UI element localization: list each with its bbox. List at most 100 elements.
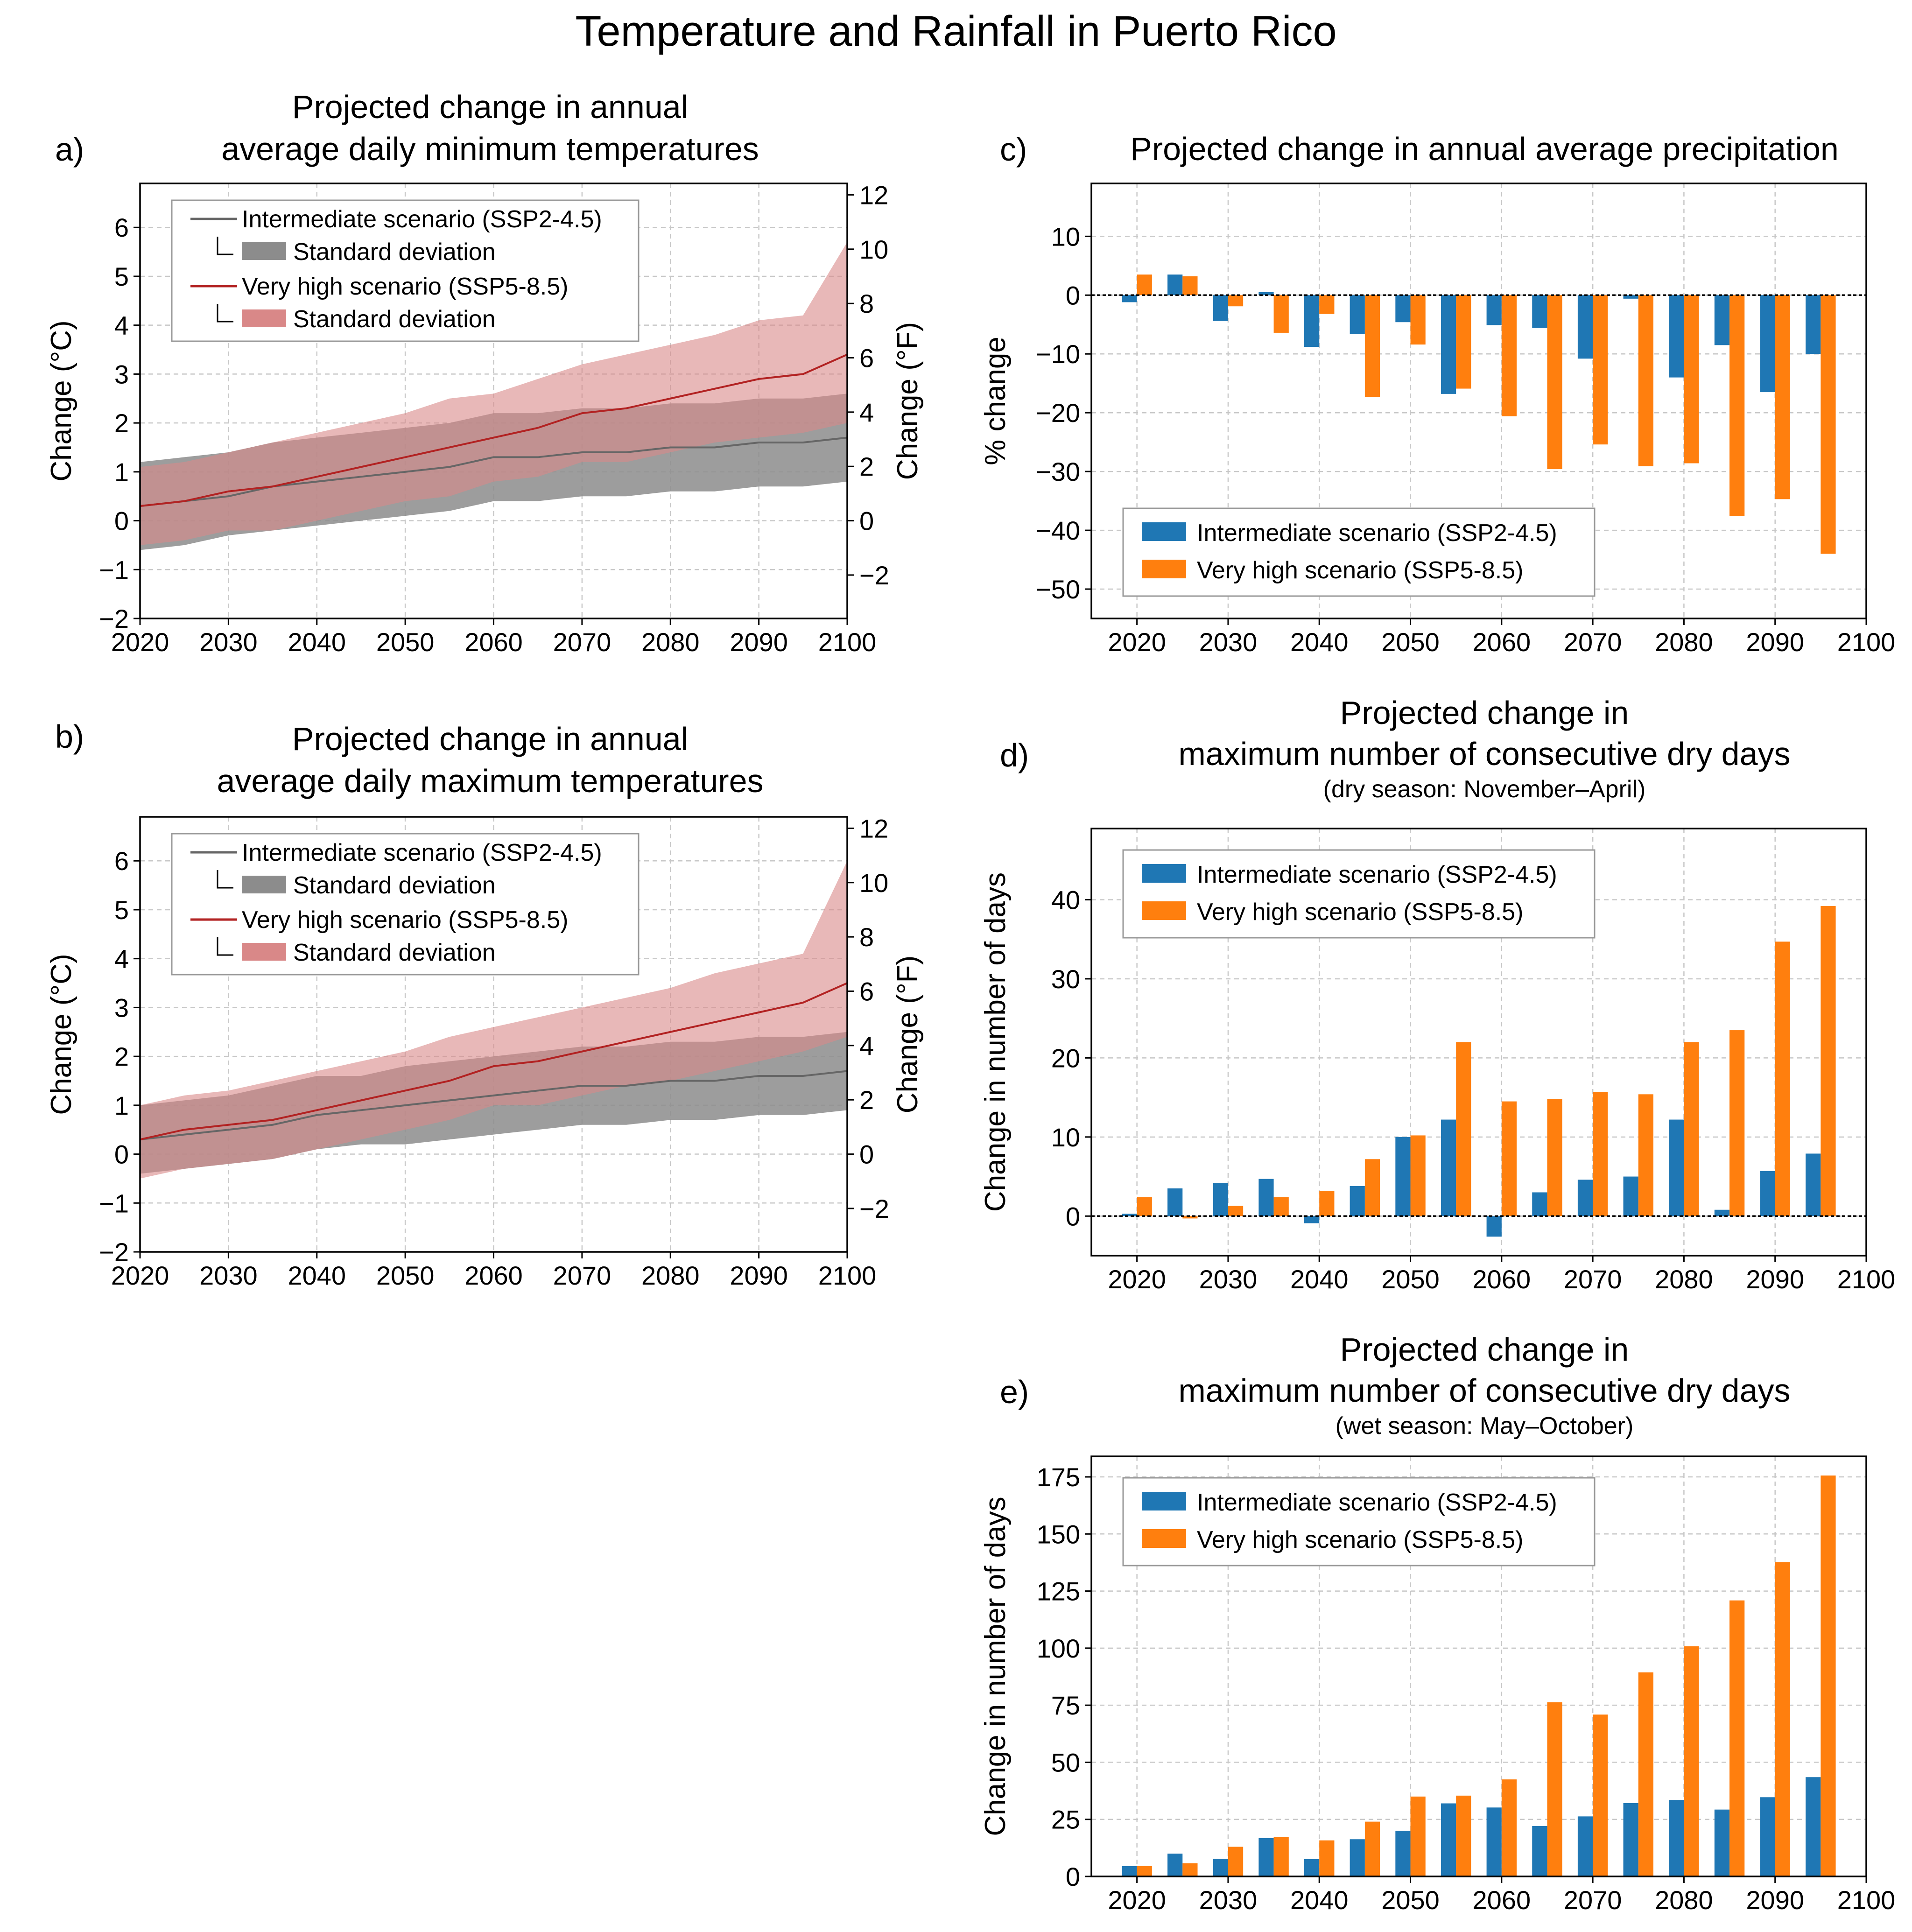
x-tick-label-2060: 2060 [1473,1885,1531,1915]
bar-1-2075 [1638,1094,1653,1216]
bar-0-2020 [1122,1214,1137,1216]
bar-0-2035 [1258,1179,1274,1216]
x-tick-label-2070: 2070 [1564,627,1622,657]
y-tick-label-1: 1 [114,457,129,487]
series-1-std-band [140,242,847,545]
chart-e-frame [1090,1455,1867,1877]
legend-patch-1 [1142,560,1186,578]
legend-patch-0 [1142,522,1186,541]
bar-0-2090 [1760,1797,1775,1876]
bar-1-2080 [1684,1646,1699,1876]
x-tick-label-2040: 2040 [1290,1885,1349,1915]
legend-patch-1 [1142,1529,1186,1548]
x-tick-label-2080: 2080 [1655,627,1713,657]
x-tick-label-2050: 2050 [1381,1885,1440,1915]
y-right-tick-label-8: 8 [859,289,874,318]
y-tick-label--1: −1 [99,1188,129,1218]
y-tick-label-5: 5 [114,262,129,291]
y-right-tick-label-4: 4 [859,398,874,427]
panel-a-label: a) [55,131,84,168]
x-tick-label-2040: 2040 [1290,1265,1349,1294]
bar-1-2070 [1593,295,1608,445]
bar-0-2060 [1486,1216,1502,1237]
y-right-tick-label-8: 8 [859,922,874,952]
legend-patch-1 [1142,901,1186,920]
bar-1-2075 [1638,1672,1653,1876]
bar-0-2080 [1669,1119,1684,1216]
legend-label-0: Intermediate scenario (SSP2-4.5) [242,206,602,233]
legend-patch-1 [242,876,286,893]
legend-label-1: Very high scenario (SSP5-8.5) [1197,899,1523,926]
legend-label-0: Intermediate scenario (SSP2-4.5) [1197,861,1557,888]
y-right-tick-label-0: 0 [859,506,874,536]
bar-0-2095 [1806,1153,1821,1216]
bar-1-2090 [1775,941,1790,1216]
legend-label-0: Intermediate scenario (SSP2-4.5) [242,839,602,866]
x-tick-label-2050: 2050 [376,1261,435,1290]
panel-d-title-line1: Projected change in [1340,695,1629,731]
bar-0-2035 [1258,1838,1274,1876]
bar-0-2065 [1532,295,1547,328]
legend-label-1: Standard deviation [293,872,496,899]
legend-label-0: Intermediate scenario (SSP2-4.5) [1197,520,1557,547]
legend-patch-0 [1142,864,1186,883]
legend-patch-1 [242,242,286,260]
bar-1-2020 [1137,274,1152,295]
x-tick-label-2070: 2070 [553,1261,612,1290]
bar-1-2050 [1410,1135,1426,1216]
bar-1-2045 [1364,1821,1380,1876]
legend-connector-1 [217,870,233,889]
y-tick-label-6: 6 [114,213,129,242]
y-tick-label-10: 10 [1051,1123,1080,1152]
panel-b-title-line2: average daily maximum temperatures [217,763,764,799]
panel-b-label: b) [55,718,84,755]
chart-b: 2020 2030 2040 2050 2060 2070 2080 2090 2100−2−1… [45,814,924,1290]
panel-e-title-line2: maximum number of consecutive dry days [1178,1372,1791,1409]
series-1-std-band [140,861,847,1179]
bar-0-2055 [1441,1119,1456,1216]
panel-a-title-line1: Projected change in annual [292,89,689,125]
legend: Intermediate scenario (SSP2-4.5) Very hig… [1122,849,1596,939]
bar-1-2070 [1593,1092,1608,1216]
legend-connector-3 [217,937,233,956]
bar-0-2055 [1441,295,1456,394]
x-tick-label-2100: 2100 [1837,627,1896,657]
legend-label-3: Standard deviation [293,306,496,333]
panel-e-subtitle: (wet season: May–October) [1335,1412,1634,1440]
legend-frame [1122,849,1596,939]
y-tick-label-6: 6 [114,846,129,876]
series-0-bars [1122,1777,1821,1876]
y-tick-label--1: −1 [99,555,129,584]
panel-e-label: e) [1000,1374,1029,1410]
y-tick-label-2: 2 [114,408,129,438]
panel-d-label: d) [1000,737,1029,773]
bar-1-2040 [1319,1840,1335,1876]
bar-1-2055 [1456,1795,1471,1876]
y-axis-label: Change in number of days [979,872,1012,1212]
x-tick-label-2060: 2060 [464,1261,523,1290]
bar-1-2060 [1501,1101,1517,1216]
bar-1-2060 [1501,1779,1517,1876]
legend-patch-3 [242,309,286,327]
bar-0-2075 [1623,1176,1638,1216]
bar-0-2090 [1760,295,1775,393]
x-tick-label-2060: 2060 [1473,627,1531,657]
bar-0-2050 [1395,295,1411,323]
x-tick-label-2030: 2030 [199,627,258,657]
bar-0-2030 [1213,1859,1228,1876]
legend-label-1: Standard deviation [293,239,496,266]
y-right-axis-label: Change (°F) [892,322,924,480]
bar-0-2085 [1714,1209,1730,1216]
y-tick-label-3: 3 [114,359,129,389]
bar-1-2065 [1547,1702,1562,1876]
series-0-line [140,436,848,507]
panel-b-title-line1: Projected change in annual [292,721,689,757]
x-tick-label-2100: 2100 [818,1261,877,1290]
bar-1-2095 [1821,295,1836,554]
x-tick-label-2040: 2040 [1290,627,1349,657]
x-tick-label-2060: 2060 [1473,1265,1531,1294]
y-right-tick-label-2: 2 [859,452,874,481]
legend-label-2: Very high scenario (SSP5-8.5) [242,273,568,300]
chart-c: 2020 2030 2040 2050 2060 2070 2080 2090 2100 −50 −… [979,183,1895,657]
x-tick-label-2020: 2020 [111,627,169,657]
